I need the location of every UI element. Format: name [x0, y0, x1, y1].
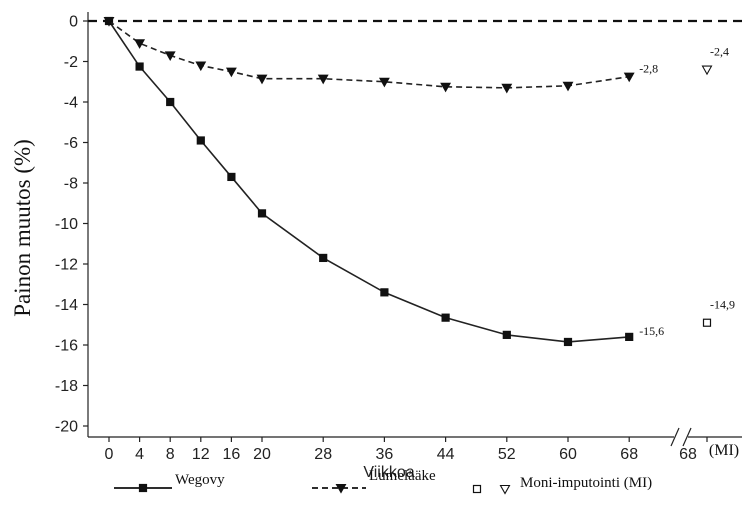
x-tick-label: 52 — [498, 446, 516, 463]
mi-value-label: -2,4 — [710, 45, 729, 59]
y-tick-label: -6 — [64, 135, 78, 152]
x-tick-label: 68 — [620, 446, 638, 463]
y-tick-label: -12 — [55, 257, 78, 274]
legend-marker — [335, 483, 347, 494]
y-tick-label: -2 — [64, 54, 78, 71]
mi-point: -14,9 — [702, 298, 735, 327]
data-point-marker — [134, 39, 146, 49]
axis-break-mark — [682, 427, 692, 447]
series-lumelääke: -2,8 — [103, 16, 658, 94]
x-tick-label: 36 — [376, 446, 394, 463]
end-value-label: -15,6 — [639, 324, 664, 338]
series-layer: -15,6 -2,8 — [103, 16, 664, 347]
end-value-label: -2,8 — [639, 62, 658, 76]
data-point-marker — [625, 332, 634, 341]
data-point-marker — [103, 16, 115, 27]
data-point-marker — [319, 253, 328, 263]
data-point-marker — [501, 83, 513, 94]
y-tick-label: -8 — [64, 176, 78, 193]
legend-marker — [138, 483, 148, 493]
y-tick-label: -20 — [55, 419, 78, 436]
data-point-marker — [195, 61, 207, 72]
legend-label: Moni-imputointi (MI) — [520, 475, 652, 491]
x-tick-label: 20 — [253, 446, 271, 463]
x-tick-label: 28 — [314, 446, 332, 463]
x-axis-ticks: 0 4 8 12 16 20 28 36 44 52 60 68 68 (MI) — [105, 437, 739, 463]
data-point-marker — [164, 51, 176, 62]
x-tick-label: 44 — [437, 446, 455, 463]
data-point-marker — [380, 288, 389, 297]
x-tick-label: 8 — [166, 446, 175, 463]
y-tick-label: -4 — [64, 95, 78, 112]
series-line — [108, 20, 630, 343]
y-tick-label: -16 — [55, 338, 78, 355]
legend-label: Lumelääke — [369, 468, 436, 484]
chart-axes: Painon muutos (%) Viikkoa — [10, 12, 742, 481]
y-tick-label: -10 — [55, 216, 78, 233]
y-tick-label: 0 — [69, 14, 78, 31]
legend-marker-triangle — [499, 484, 511, 495]
x-tick-label: 4 — [135, 446, 144, 463]
chart-legend: Wegovy Lumelääke Moni-imputointi (MI) — [114, 468, 652, 495]
y-tick-label: -18 — [55, 378, 78, 395]
data-point-marker — [623, 72, 635, 83]
x-tick-label: 12 — [192, 446, 210, 463]
data-point-marker — [440, 82, 452, 93]
mi-marker — [701, 65, 713, 76]
data-point-marker — [317, 74, 329, 85]
legend-label: Wegovy — [175, 472, 225, 488]
data-point-marker — [257, 209, 267, 218]
data-point-marker — [563, 337, 573, 347]
legend-item-mi: Moni-imputointi (MI) — [472, 475, 652, 495]
data-point-marker — [135, 62, 144, 71]
x-tick-label: 60 — [559, 446, 577, 463]
y-axis-ticks: 0 -2 -4 -6 -8 -10 -12 -14 -16 -18 -20 — [55, 14, 88, 436]
series-wegovy: -15,6 — [104, 16, 664, 347]
x-tick-label: 0 — [105, 446, 114, 463]
legend-item-wegovy: Wegovy — [114, 472, 225, 493]
y-tick-label: -14 — [55, 297, 78, 314]
x-tick-label: 68 — [679, 446, 697, 463]
y-axis-label: Painon muutos (%) — [10, 139, 35, 317]
data-point-marker — [225, 67, 237, 78]
x-axis-label: Viikkoa — [363, 464, 414, 481]
data-point-marker — [562, 81, 574, 92]
data-point-marker — [196, 136, 205, 145]
data-point-marker — [166, 97, 175, 107]
axis-break-mark — [670, 427, 680, 447]
data-point-marker — [502, 330, 511, 339]
mi-marker — [702, 318, 712, 327]
data-point-marker — [227, 172, 236, 182]
series-line — [108, 20, 630, 89]
mi-value-label: -14,9 — [710, 298, 735, 312]
legend-marker-square — [472, 484, 482, 494]
x-tick-label-mi: (MI) — [709, 442, 739, 459]
legend-item-lumelaake: Lumelääke — [312, 468, 436, 494]
mi-points: -14,9 -2,4 — [701, 45, 735, 327]
data-point-marker — [256, 74, 268, 85]
data-point-marker — [441, 313, 450, 322]
data-point-marker — [378, 77, 390, 88]
mi-point: -2,4 — [701, 45, 729, 76]
x-tick-label: 16 — [223, 446, 241, 463]
